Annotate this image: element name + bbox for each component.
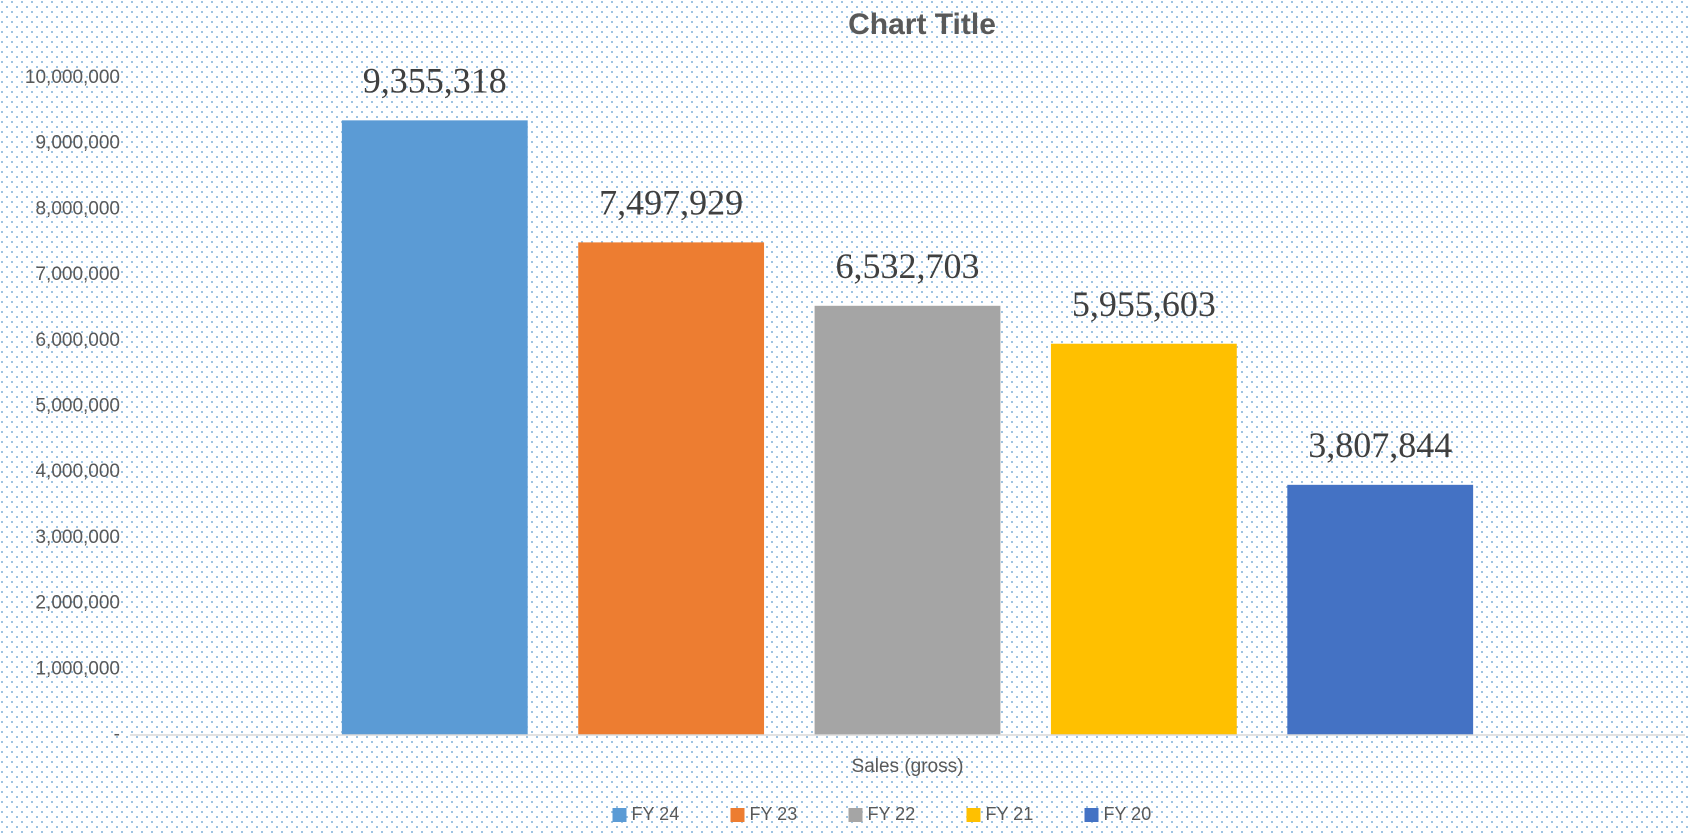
legend-swatch	[1084, 808, 1099, 822]
bar	[1050, 343, 1237, 735]
y-tick-label: 6,000,000	[35, 330, 120, 351]
y-tick-label: 7,000,000	[35, 264, 120, 285]
bar	[1287, 484, 1474, 735]
x-tick-label: Sales (gross)	[852, 756, 964, 777]
legend-label: FY 20	[1104, 804, 1152, 824]
y-tick-label: -	[114, 724, 120, 745]
data-label: 5,955,603	[1072, 284, 1216, 324]
y-tick-label: 2,000,000	[35, 593, 120, 614]
data-label: 3,807,844	[1308, 425, 1452, 465]
bar	[814, 305, 1001, 735]
y-tick-label: 1,000,000	[35, 658, 120, 679]
legend-swatch	[612, 808, 627, 822]
y-tick-label: 10,000,000	[25, 67, 120, 88]
data-label: 9,355,318	[363, 61, 507, 101]
y-tick-label: 9,000,000	[35, 133, 120, 154]
bar	[578, 242, 765, 736]
data-label: 6,532,703	[836, 246, 980, 286]
legend-label: FY 22	[868, 804, 916, 824]
chart-title: Chart Title	[848, 8, 996, 41]
y-tick-label: 8,000,000	[35, 198, 120, 219]
legend-swatch	[730, 808, 745, 822]
data-label: 7,497,929	[599, 183, 743, 223]
legend-label: FY 21	[986, 804, 1034, 824]
legend-label: FY 23	[750, 804, 798, 824]
legend-swatch	[966, 808, 981, 822]
y-tick-label: 3,000,000	[35, 527, 120, 548]
legend-swatch	[848, 808, 863, 822]
bar	[341, 120, 528, 736]
y-tick-label: 4,000,000	[35, 461, 120, 482]
y-tick-label: 5,000,000	[35, 396, 120, 417]
legend-label: FY 24	[632, 804, 680, 824]
